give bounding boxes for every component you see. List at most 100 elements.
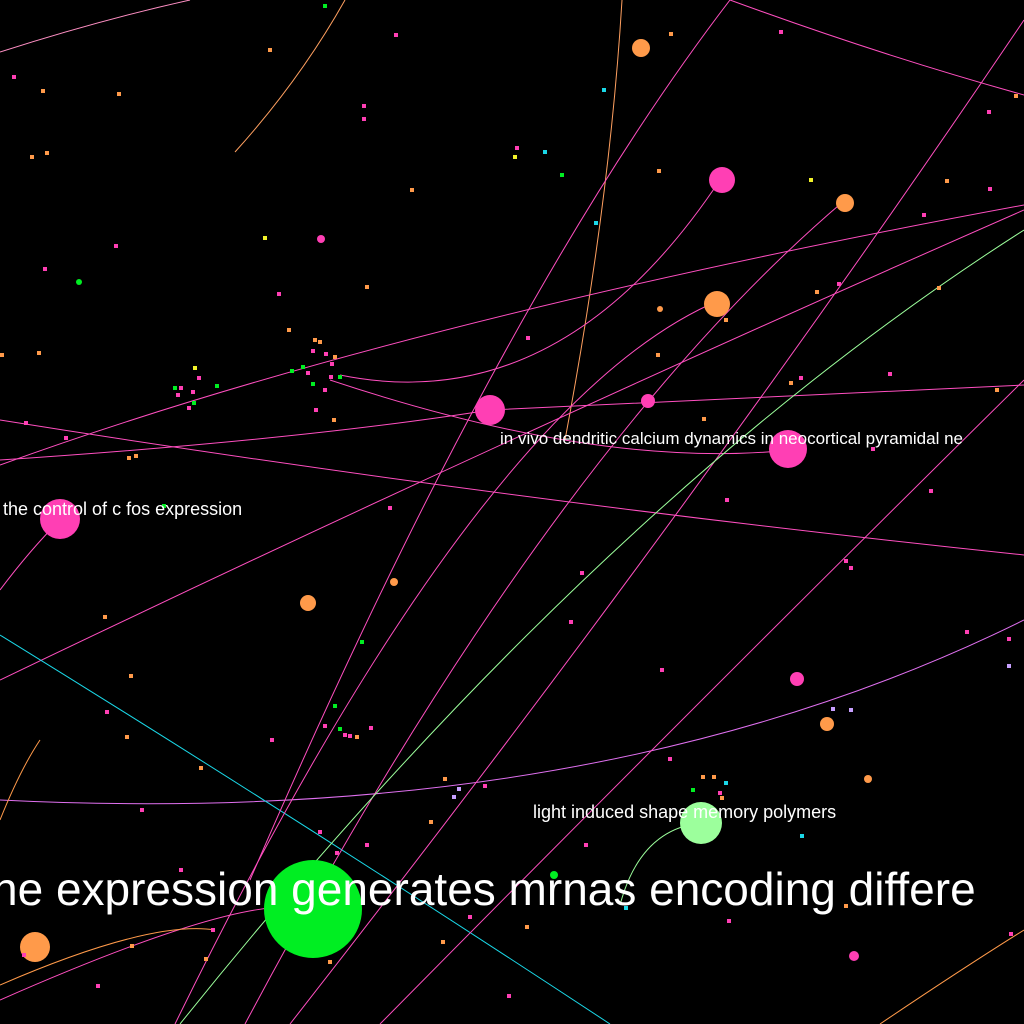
small-node[interactable]	[691, 788, 695, 792]
small-node[interactable]	[513, 155, 517, 159]
small-node[interactable]	[103, 615, 107, 619]
small-node[interactable]	[945, 179, 949, 183]
small-node[interactable]	[871, 447, 875, 451]
graph-node[interactable]	[632, 39, 650, 57]
graph-node[interactable]	[709, 167, 735, 193]
small-node[interactable]	[849, 566, 853, 570]
small-node[interactable]	[333, 355, 337, 359]
small-node[interactable]	[96, 984, 100, 988]
graph-node[interactable]	[390, 578, 398, 586]
small-node[interactable]	[268, 48, 272, 52]
small-node[interactable]	[922, 213, 926, 217]
small-node[interactable]	[313, 338, 317, 342]
graph-node[interactable]	[864, 775, 872, 783]
small-node[interactable]	[125, 735, 129, 739]
small-node[interactable]	[702, 417, 706, 421]
small-node[interactable]	[162, 504, 166, 508]
small-node[interactable]	[134, 454, 138, 458]
small-node[interactable]	[129, 674, 133, 678]
small-node[interactable]	[429, 820, 433, 824]
small-node[interactable]	[338, 727, 342, 731]
graph-node[interactable]	[769, 430, 807, 468]
small-node[interactable]	[394, 33, 398, 37]
small-node[interactable]	[815, 290, 819, 294]
graph-node[interactable]	[680, 802, 722, 844]
small-node[interactable]	[724, 781, 728, 785]
small-node[interactable]	[117, 92, 121, 96]
small-node[interactable]	[602, 88, 606, 92]
graph-node[interactable]	[820, 717, 834, 731]
graph-node[interactable]	[550, 871, 558, 879]
small-node[interactable]	[318, 340, 322, 344]
small-node[interactable]	[270, 738, 274, 742]
small-node[interactable]	[12, 75, 16, 79]
small-node[interactable]	[324, 352, 328, 356]
small-node[interactable]	[140, 808, 144, 812]
graph-node[interactable]	[475, 395, 505, 425]
small-node[interactable]	[191, 390, 195, 394]
small-node[interactable]	[727, 919, 731, 923]
node-label-polymers[interactable]: light induced shape memory polymers	[533, 802, 836, 822]
small-node[interactable]	[888, 372, 892, 376]
small-node[interactable]	[311, 349, 315, 353]
small-node[interactable]	[0, 353, 4, 357]
small-node[interactable]	[43, 267, 47, 271]
small-node[interactable]	[594, 221, 598, 225]
small-node[interactable]	[332, 418, 336, 422]
small-node[interactable]	[657, 169, 661, 173]
small-node[interactable]	[306, 371, 310, 375]
small-node[interactable]	[789, 381, 793, 385]
small-node[interactable]	[24, 421, 28, 425]
small-node[interactable]	[441, 940, 445, 944]
small-node[interactable]	[779, 30, 783, 34]
graph-node[interactable]	[836, 194, 854, 212]
small-node[interactable]	[176, 393, 180, 397]
small-node[interactable]	[314, 408, 318, 412]
small-node[interactable]	[525, 925, 529, 929]
small-node[interactable]	[197, 376, 201, 380]
small-node[interactable]	[668, 757, 672, 761]
small-node[interactable]	[329, 375, 333, 379]
small-node[interactable]	[965, 630, 969, 634]
small-node[interactable]	[369, 726, 373, 730]
small-node[interactable]	[301, 365, 305, 369]
small-node[interactable]	[365, 285, 369, 289]
small-node[interactable]	[263, 236, 267, 240]
small-node[interactable]	[362, 117, 366, 121]
graph-node[interactable]	[317, 235, 325, 243]
node-label-cfos[interactable]: the control of c fos expression	[3, 499, 242, 519]
small-node[interactable]	[287, 328, 291, 332]
small-node[interactable]	[669, 32, 673, 36]
small-node[interactable]	[335, 851, 339, 855]
small-node[interactable]	[187, 406, 191, 410]
small-node[interactable]	[849, 708, 853, 712]
small-node[interactable]	[712, 775, 716, 779]
small-node[interactable]	[211, 928, 215, 932]
small-node[interactable]	[483, 784, 487, 788]
small-node[interactable]	[718, 791, 722, 795]
small-node[interactable]	[443, 777, 447, 781]
small-node[interactable]	[311, 382, 315, 386]
graph-node[interactable]	[76, 279, 82, 285]
small-node[interactable]	[995, 388, 999, 392]
small-node[interactable]	[1007, 664, 1011, 668]
small-node[interactable]	[809, 178, 813, 182]
small-node[interactable]	[660, 668, 664, 672]
graph-node[interactable]	[657, 306, 663, 312]
small-node[interactable]	[987, 110, 991, 114]
small-node[interactable]	[799, 376, 803, 380]
small-node[interactable]	[290, 369, 294, 373]
small-node[interactable]	[179, 386, 183, 390]
small-node[interactable]	[114, 244, 118, 248]
graph-node[interactable]	[264, 860, 362, 958]
small-node[interactable]	[323, 724, 327, 728]
small-node[interactable]	[388, 506, 392, 510]
small-node[interactable]	[725, 498, 729, 502]
small-node[interactable]	[215, 384, 219, 388]
small-node[interactable]	[720, 796, 724, 800]
small-node[interactable]	[1009, 932, 1013, 936]
small-node[interactable]	[127, 456, 131, 460]
node-label-neocortical[interactable]: in vivo dendritic calcium dynamics in ne…	[500, 429, 963, 448]
small-node[interactable]	[929, 489, 933, 493]
